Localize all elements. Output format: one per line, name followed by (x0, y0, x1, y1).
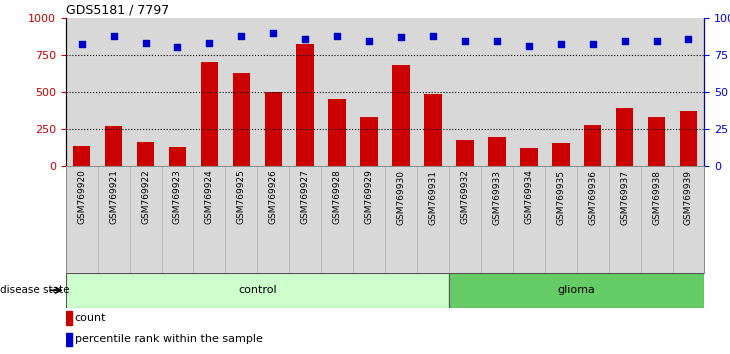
Bar (105, 126, 123, 166)
Text: GSM769923: GSM769923 (173, 170, 182, 224)
Bar (98, 18, 130, 166)
Bar (449, 273, 704, 308)
Bar (385, 18, 417, 166)
Text: GSM769936: GSM769936 (588, 170, 597, 224)
Bar (257, 18, 289, 166)
Text: GSM769930: GSM769930 (396, 170, 406, 224)
Bar (264, 92, 282, 166)
Text: GSM769921: GSM769921 (109, 170, 118, 224)
Point (267, 30, 279, 35)
Point (395, 34, 407, 40)
Point (523, 43, 534, 49)
Bar (66, 273, 449, 308)
Point (491, 39, 503, 44)
Bar (552, 143, 569, 166)
Point (331, 33, 343, 38)
Bar (201, 62, 218, 166)
Bar (321, 18, 353, 166)
Text: glioma: glioma (558, 285, 596, 295)
Bar (456, 140, 474, 166)
Bar (672, 18, 704, 166)
Bar (392, 65, 410, 166)
Bar (66, 333, 72, 346)
Bar (328, 99, 346, 166)
Bar (616, 108, 634, 166)
Bar (289, 18, 321, 166)
Text: GSM769939: GSM769939 (684, 170, 693, 224)
Point (427, 33, 439, 38)
Text: GSM769924: GSM769924 (205, 170, 214, 224)
Bar (226, 18, 257, 166)
Bar (648, 117, 665, 166)
Bar (193, 18, 226, 166)
Bar (577, 18, 609, 166)
Point (236, 33, 247, 38)
Point (139, 40, 151, 46)
Point (299, 36, 311, 41)
Bar (66, 312, 72, 325)
Point (587, 42, 599, 47)
Text: GSM769929: GSM769929 (364, 170, 374, 224)
Bar (449, 18, 481, 166)
Bar (137, 142, 154, 166)
Point (619, 39, 631, 44)
Text: GSM769935: GSM769935 (556, 170, 565, 224)
Text: GSM769931: GSM769931 (429, 170, 437, 224)
Bar (66, 18, 98, 166)
Bar (512, 18, 545, 166)
Bar (233, 73, 250, 166)
Point (108, 33, 120, 38)
Bar (545, 18, 577, 166)
Text: GSM769932: GSM769932 (461, 170, 469, 224)
Bar (130, 18, 161, 166)
Point (683, 36, 694, 41)
Text: GSM769938: GSM769938 (652, 170, 661, 224)
Bar (161, 18, 193, 166)
Text: GSM769928: GSM769928 (333, 170, 342, 224)
Text: GSM769937: GSM769937 (620, 170, 629, 224)
Point (555, 42, 566, 47)
Text: GSM769922: GSM769922 (141, 170, 150, 224)
Bar (520, 148, 537, 166)
Bar (169, 147, 186, 166)
Point (172, 45, 183, 50)
Point (76, 42, 88, 47)
Text: percentile rank within the sample: percentile rank within the sample (75, 335, 263, 344)
Bar (353, 18, 385, 166)
Bar (680, 110, 697, 166)
Text: GSM769926: GSM769926 (269, 170, 278, 224)
Text: GSM769927: GSM769927 (301, 170, 310, 224)
Text: GSM769934: GSM769934 (524, 170, 534, 224)
Bar (584, 126, 602, 166)
Bar (488, 137, 506, 166)
Bar (361, 116, 378, 166)
Bar (296, 45, 314, 166)
Point (204, 40, 215, 46)
Bar (481, 18, 512, 166)
Bar (417, 18, 449, 166)
Text: GSM769925: GSM769925 (237, 170, 246, 224)
Text: control: control (238, 285, 277, 295)
Text: count: count (75, 313, 107, 323)
Text: GSM769920: GSM769920 (77, 170, 86, 224)
Bar (73, 145, 91, 166)
Bar (609, 18, 641, 166)
Bar (641, 18, 672, 166)
Text: GSM769933: GSM769933 (492, 170, 502, 224)
Point (459, 39, 471, 44)
Bar (424, 93, 442, 166)
Point (650, 39, 662, 44)
Point (364, 39, 375, 44)
Text: disease state: disease state (0, 285, 69, 295)
Text: GDS5181 / 7797: GDS5181 / 7797 (66, 4, 169, 17)
